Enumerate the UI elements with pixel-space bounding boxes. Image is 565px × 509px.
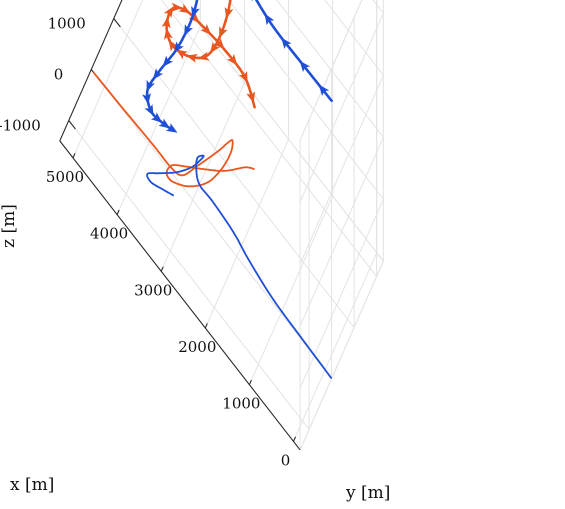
y-tick-mark xyxy=(204,323,208,329)
grid-y-floor xyxy=(293,252,378,442)
direction-arrow-0 xyxy=(213,38,225,50)
direction-arrow-1 xyxy=(184,24,194,37)
direction-arrow-1 xyxy=(318,84,330,97)
direction-arrow-1 xyxy=(150,112,163,123)
direction-arrow-0 xyxy=(238,70,248,83)
grid-z-side xyxy=(299,13,384,203)
grid-z-back xyxy=(324,0,384,76)
y-tick-mark xyxy=(160,266,164,272)
direction-arrow-1 xyxy=(264,13,275,26)
direction-arrow-0 xyxy=(161,16,171,29)
grid-x-floor xyxy=(113,18,355,328)
y-tick-label: 0 xyxy=(281,451,291,469)
direction-arrow-0 xyxy=(176,49,188,60)
direction-arrow-0 xyxy=(219,26,228,39)
y-axis-label: y [m] xyxy=(345,483,390,503)
direction-arrow-0 xyxy=(178,3,191,14)
y-tick-label: 4000 xyxy=(90,225,128,243)
direction-arrow-1 xyxy=(299,60,311,73)
direction-arrow-0 xyxy=(246,91,256,104)
frame-edge xyxy=(299,261,384,451)
direction-arrow-1 xyxy=(152,68,164,80)
grid-x-floor xyxy=(90,69,333,379)
direction-arrow-1 xyxy=(146,79,155,92)
x-axis-label: x [m] xyxy=(10,475,54,495)
grid-y-floor xyxy=(72,0,144,159)
direction-arrow-1 xyxy=(158,118,171,129)
grid-x-floor xyxy=(68,120,310,430)
y-tick-label: 3000 xyxy=(134,281,172,299)
direction-arrow-0 xyxy=(186,53,198,63)
grid-x-floor xyxy=(160,0,378,277)
x-axis-line xyxy=(59,0,123,142)
y-tick-mark xyxy=(248,379,252,385)
direction-arrow-0 xyxy=(168,39,179,52)
grid-lines xyxy=(68,0,384,451)
y-tick-mark xyxy=(72,153,76,159)
y-tick-mark xyxy=(292,436,297,442)
direction-arrow-0 xyxy=(210,41,221,54)
x-tick-label: 1000 xyxy=(48,14,86,32)
y-tick-mark xyxy=(116,209,120,215)
frame-edge xyxy=(299,0,363,141)
grid-z-back xyxy=(276,0,384,138)
z-axis-label: z [m] xyxy=(0,204,19,248)
ground-projection xyxy=(92,71,333,380)
direction-arrow-0 xyxy=(200,23,212,35)
direction-arrow-1 xyxy=(191,5,200,18)
grid-z-back xyxy=(227,0,384,200)
y-axis-line xyxy=(59,140,301,451)
direction-arrow-0 xyxy=(163,28,173,40)
direction-arrow-1 xyxy=(162,55,174,67)
x-tick-mark xyxy=(113,18,121,28)
grid-y-floor xyxy=(204,139,290,329)
ground-track-1 xyxy=(146,154,333,380)
direction-arrow-0 xyxy=(163,6,174,19)
direction-arrow-1 xyxy=(142,92,151,105)
direction-arrow-0 xyxy=(197,51,210,61)
y-tick-label: 5000 xyxy=(46,168,84,186)
direction-arrow-1 xyxy=(174,41,184,54)
frame-edge xyxy=(179,0,384,262)
grid-y-floor xyxy=(248,195,334,385)
x-tick-label: -1000 xyxy=(0,116,41,134)
grid-z-side xyxy=(299,75,384,265)
x-tick-mark xyxy=(68,120,76,130)
direction-arrow-0 xyxy=(171,2,183,12)
grid-z-side xyxy=(299,199,384,389)
direction-arrow-0 xyxy=(224,6,234,19)
y-tick-label: 1000 xyxy=(222,395,260,413)
axes-frame xyxy=(59,0,384,451)
x-tick-label: 0 xyxy=(54,65,64,83)
direction-arrow-1 xyxy=(144,104,154,116)
trajectories xyxy=(142,0,333,133)
direction-arrow-0 xyxy=(226,53,238,66)
direction-arrow-1 xyxy=(165,123,178,133)
direction-arrow-0 xyxy=(188,11,200,23)
tick-labels: 500040003000200010000200010000-100050004… xyxy=(0,14,291,469)
direction-arrow-1 xyxy=(281,37,292,50)
grid-y-floor xyxy=(160,82,245,272)
y-tick-label: 2000 xyxy=(178,338,216,356)
